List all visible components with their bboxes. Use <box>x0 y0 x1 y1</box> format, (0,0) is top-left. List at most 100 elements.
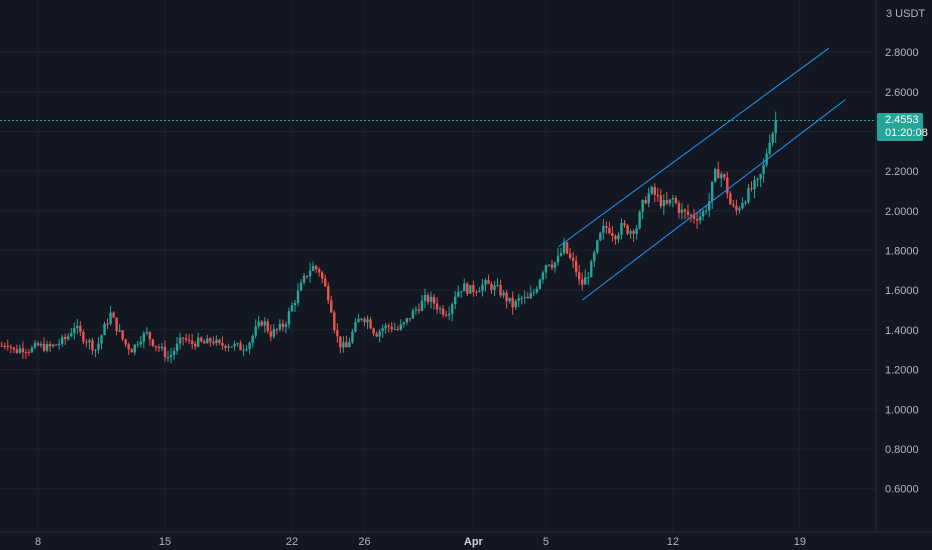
candle-body <box>650 186 653 194</box>
candle-body <box>178 337 182 344</box>
time-tick-label: 26 <box>358 536 370 548</box>
candle-body <box>100 335 103 344</box>
candle-body <box>617 234 620 240</box>
candle-body <box>523 296 526 298</box>
price-tick-label: 1.8000 <box>885 246 919 258</box>
price-tick-label: 2.2000 <box>885 166 919 178</box>
time-axis[interactable] <box>0 532 932 550</box>
candle-body <box>263 321 266 326</box>
candle-body <box>218 339 221 343</box>
candle-body <box>172 351 176 355</box>
candle-body <box>593 252 596 262</box>
candle-body <box>714 169 717 182</box>
price-axis[interactable] <box>876 0 932 532</box>
candle-body <box>599 232 602 241</box>
price-tick-label: 1.4000 <box>885 325 919 337</box>
candle-body <box>529 293 533 299</box>
candle-body <box>671 198 675 200</box>
candle-body <box>76 325 79 329</box>
candle-body <box>469 285 472 294</box>
candle-body <box>535 288 539 293</box>
candle-body <box>417 309 421 311</box>
candle-body <box>644 199 647 204</box>
candle-body <box>239 343 242 351</box>
candle-body <box>426 294 430 302</box>
candle-body <box>762 165 765 175</box>
candle-body <box>36 343 40 346</box>
channel-line-upper[interactable] <box>558 47 830 247</box>
candle-body <box>514 300 517 308</box>
candle-body <box>680 209 684 213</box>
candle-body <box>720 174 723 179</box>
candle-body <box>629 231 632 234</box>
candle-body <box>215 339 218 344</box>
candle-body <box>254 326 257 336</box>
candle-body <box>375 333 378 337</box>
candle-body <box>553 262 557 268</box>
candle-body <box>278 323 282 330</box>
candle-body <box>747 187 750 203</box>
candle-body <box>15 349 19 353</box>
candle-body <box>771 133 774 144</box>
candle-body <box>774 120 777 134</box>
candle-body <box>768 143 771 154</box>
candle-body <box>242 349 245 351</box>
candle-body <box>64 336 67 340</box>
candle-body <box>454 296 457 305</box>
candle-body <box>541 272 545 280</box>
time-tick-label: 8 <box>35 536 41 548</box>
candle-body <box>136 344 139 346</box>
candle-body <box>717 169 720 179</box>
price-unit-label: 3 USDT <box>886 8 925 20</box>
candle-body <box>450 304 454 314</box>
candle-body <box>544 265 548 273</box>
candle-body <box>227 346 230 348</box>
candle-body <box>145 331 149 334</box>
candle-body <box>48 344 52 347</box>
candle-body <box>181 337 185 339</box>
price-tick-label: 1.2000 <box>885 365 919 377</box>
candle-body <box>577 272 581 280</box>
candle-body <box>324 278 327 287</box>
candle-body <box>142 333 146 342</box>
candle-body <box>723 174 726 178</box>
parallel-channel[interactable] <box>558 47 846 301</box>
candle-body <box>206 338 209 344</box>
candle-body <box>148 331 152 340</box>
candle-body <box>463 283 466 292</box>
candle-body <box>632 231 635 234</box>
candle-body <box>399 324 402 330</box>
candle-body <box>460 291 463 293</box>
time-tick-label: 12 <box>667 536 679 548</box>
candle-body <box>197 337 200 347</box>
candle-body <box>502 292 505 296</box>
candle-body <box>550 264 554 268</box>
candle-body <box>372 328 375 334</box>
candle-body <box>420 300 424 311</box>
candle-body <box>626 225 629 234</box>
candle-body <box>106 323 109 325</box>
candle-body <box>396 328 399 330</box>
candle-body <box>345 342 348 348</box>
candle-body <box>151 339 155 346</box>
candle-body <box>187 339 191 341</box>
candle-body <box>154 345 158 348</box>
candle-body <box>257 321 260 327</box>
time-tick-label: 15 <box>159 536 171 548</box>
candle-body <box>689 214 693 216</box>
candle-body <box>701 211 705 217</box>
candle-body <box>184 338 188 340</box>
candle-body <box>115 317 118 332</box>
candle-body <box>251 335 254 343</box>
candle-body <box>378 331 381 337</box>
channel-line-lower[interactable] <box>581 99 846 301</box>
last-price-tag: 2.4553 01:20:08 <box>877 113 928 141</box>
candle-body <box>166 357 170 359</box>
candle-body <box>88 340 91 343</box>
price-tick-label: 1.6000 <box>885 285 919 297</box>
candle-body <box>441 308 445 315</box>
candle-body <box>3 345 6 347</box>
candle-body <box>366 319 369 323</box>
candle-body <box>611 233 614 236</box>
